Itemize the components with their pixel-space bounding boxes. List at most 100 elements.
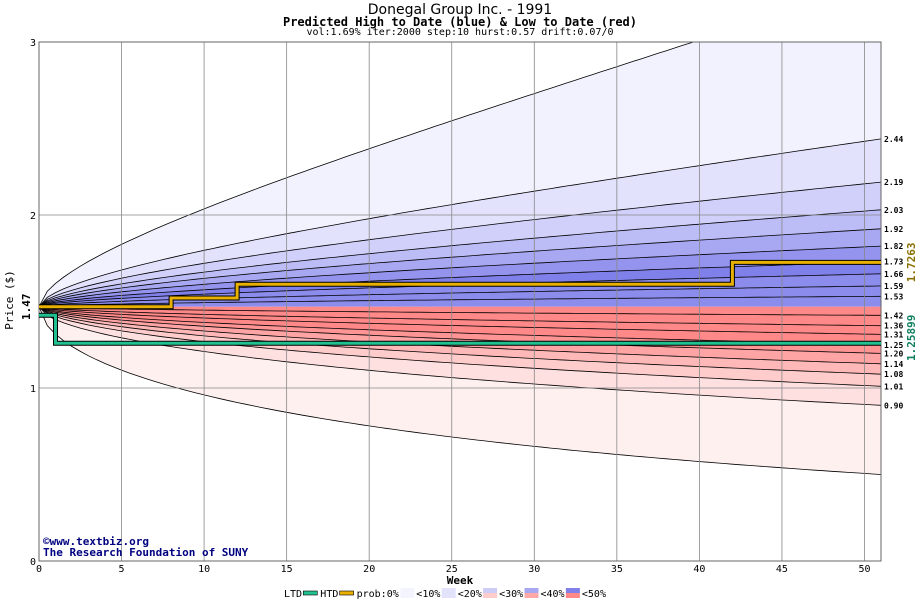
- x-axis-title: Week: [447, 574, 474, 587]
- low-band-4: [39, 306, 881, 364]
- legend-swatch-bottom-2: [400, 593, 415, 598]
- ltd-value-label: 1.25899: [905, 315, 918, 361]
- start-price-label: 1.47: [20, 293, 33, 320]
- right-value-label-15: 1.08: [884, 370, 903, 379]
- y-axis-title: Price ($): [3, 270, 16, 330]
- x-tick-label-45: 45: [776, 564, 788, 575]
- y-tick-label-3: 3: [30, 38, 36, 49]
- legend-swatch-bottom-6: [565, 593, 580, 598]
- right-value-label-10: 1.36: [884, 322, 903, 331]
- right-value-label-3: 1.92: [884, 225, 903, 234]
- watermark-org: The Research Foundation of SUNY: [43, 546, 249, 559]
- band-line-high-6: [39, 261, 881, 308]
- low-band-8: [39, 306, 881, 326]
- right-value-label-17: 0.90: [884, 401, 903, 410]
- right-value-label-9: 1.42: [884, 311, 903, 320]
- x-tick-label-15: 15: [281, 564, 293, 575]
- right-value-label-16: 1.01: [884, 382, 903, 391]
- band-line-low-8: [39, 306, 881, 406]
- band-line-low-4: [39, 306, 881, 354]
- legend-label-2: prob:0%: [357, 589, 399, 600]
- band-line-low-2: [39, 306, 881, 335]
- high-band-3: [39, 209, 881, 307]
- legend-label-7: <50%: [582, 589, 606, 600]
- x-tick-label-35: 35: [611, 564, 623, 575]
- right-value-label-11: 1.31: [884, 330, 903, 339]
- band-line-low-7: [39, 306, 881, 387]
- band-line-high-5: [39, 245, 881, 308]
- right-value-label-6: 1.66: [884, 270, 903, 279]
- band-line-low-6: [39, 306, 881, 375]
- y-tick-label-0: 0: [30, 557, 36, 568]
- x-tick-label-40: 40: [693, 564, 705, 575]
- right-value-label-2: 2.03: [884, 206, 903, 215]
- band-line-low-0: [39, 306, 881, 316]
- low-band-3: [39, 306, 881, 375]
- legend-swatch-top-4: [483, 588, 498, 593]
- right-value-label-13: 1.20: [884, 349, 903, 358]
- legend-label-3: <10%: [416, 589, 440, 600]
- right-value-label-0: 2.44: [884, 135, 903, 144]
- plot-frame: [38, 41, 882, 562]
- ltd-line: [39, 313, 881, 345]
- legend-swatch-bottom-4: [483, 593, 498, 598]
- x-tick-label-50: 50: [858, 564, 870, 575]
- band-line-high-3: [39, 209, 881, 308]
- chart-title: Donegal Group Inc. - 1991: [367, 2, 553, 18]
- legend-swatch-top-6: [565, 588, 580, 593]
- band-line-high-4: [39, 228, 881, 308]
- high-band-8: [39, 285, 881, 307]
- high-band-4: [39, 228, 881, 307]
- legend-label-6: <40%: [541, 589, 565, 600]
- band-line-low-9: [39, 306, 881, 475]
- low-band-0: [39, 306, 881, 475]
- legend-swatch-top-2: [400, 588, 415, 593]
- x-tick-label-20: 20: [363, 564, 375, 575]
- y-tick-label-2: 2: [30, 211, 36, 222]
- right-value-label-7: 1.59: [884, 282, 903, 291]
- right-value-label-12: 1.25: [884, 341, 903, 350]
- legend-swatch-0: [302, 590, 318, 596]
- x-tick-label-10: 10: [198, 564, 210, 575]
- high-band-2: [39, 182, 881, 307]
- watermark-copyright: ©www.textbiz.org: [43, 535, 149, 548]
- legend-label-5: <30%: [499, 589, 523, 600]
- low-band-9: [39, 306, 881, 316]
- band-line-low-1: [39, 306, 881, 327]
- chart-subtitle: Predicted High to Date (blue) & Low to D…: [282, 15, 637, 29]
- legend-label-4: <20%: [458, 589, 482, 600]
- band-line-high-0: [39, 42, 695, 307]
- htd-line: [39, 260, 881, 309]
- low-band-7: [39, 306, 881, 335]
- high-band-0: [39, 42, 881, 307]
- right-value-label-4: 1.82: [884, 242, 903, 251]
- x-tick-label-25: 25: [446, 564, 458, 575]
- x-tick-label-0: 0: [36, 564, 42, 575]
- high-band-5: [39, 246, 881, 307]
- high-band-1: [39, 138, 881, 307]
- low-band-1: [39, 306, 881, 406]
- band-line-low-5: [39, 306, 881, 365]
- right-value-label-1: 2.19: [884, 178, 903, 187]
- legend-label-0: LTD: [284, 589, 302, 600]
- high-band-9: [39, 296, 881, 307]
- legend-swatch-1: [339, 590, 354, 596]
- legend: LTD HTD prob:0% <10% <20% <30% <40% <50%: [284, 588, 606, 600]
- band-line-high-9: [39, 295, 881, 308]
- x-tick-label-30: 30: [528, 564, 540, 575]
- band-line-high-1: [39, 138, 881, 307]
- right-value-label-14: 1.14: [884, 360, 903, 369]
- legend-swatch-bottom-5: [524, 593, 539, 598]
- htd-value-label: 1.7263: [905, 242, 918, 282]
- legend-label-1: HTD: [320, 589, 338, 600]
- right-value-label-8: 1.53: [884, 292, 903, 301]
- low-band-2: [39, 306, 881, 387]
- band-line-high-2: [39, 181, 881, 307]
- legend-swatch-top-3: [441, 588, 456, 593]
- chart-params: vol:1.69% iter:2000 step:10 hurst:0.57 d…: [306, 27, 614, 38]
- right-value-label-5: 1.73: [884, 258, 903, 267]
- legend-swatch-bottom-3: [441, 593, 456, 598]
- y-tick-label-1: 1: [30, 384, 36, 395]
- x-tick-label-5: 5: [119, 564, 125, 575]
